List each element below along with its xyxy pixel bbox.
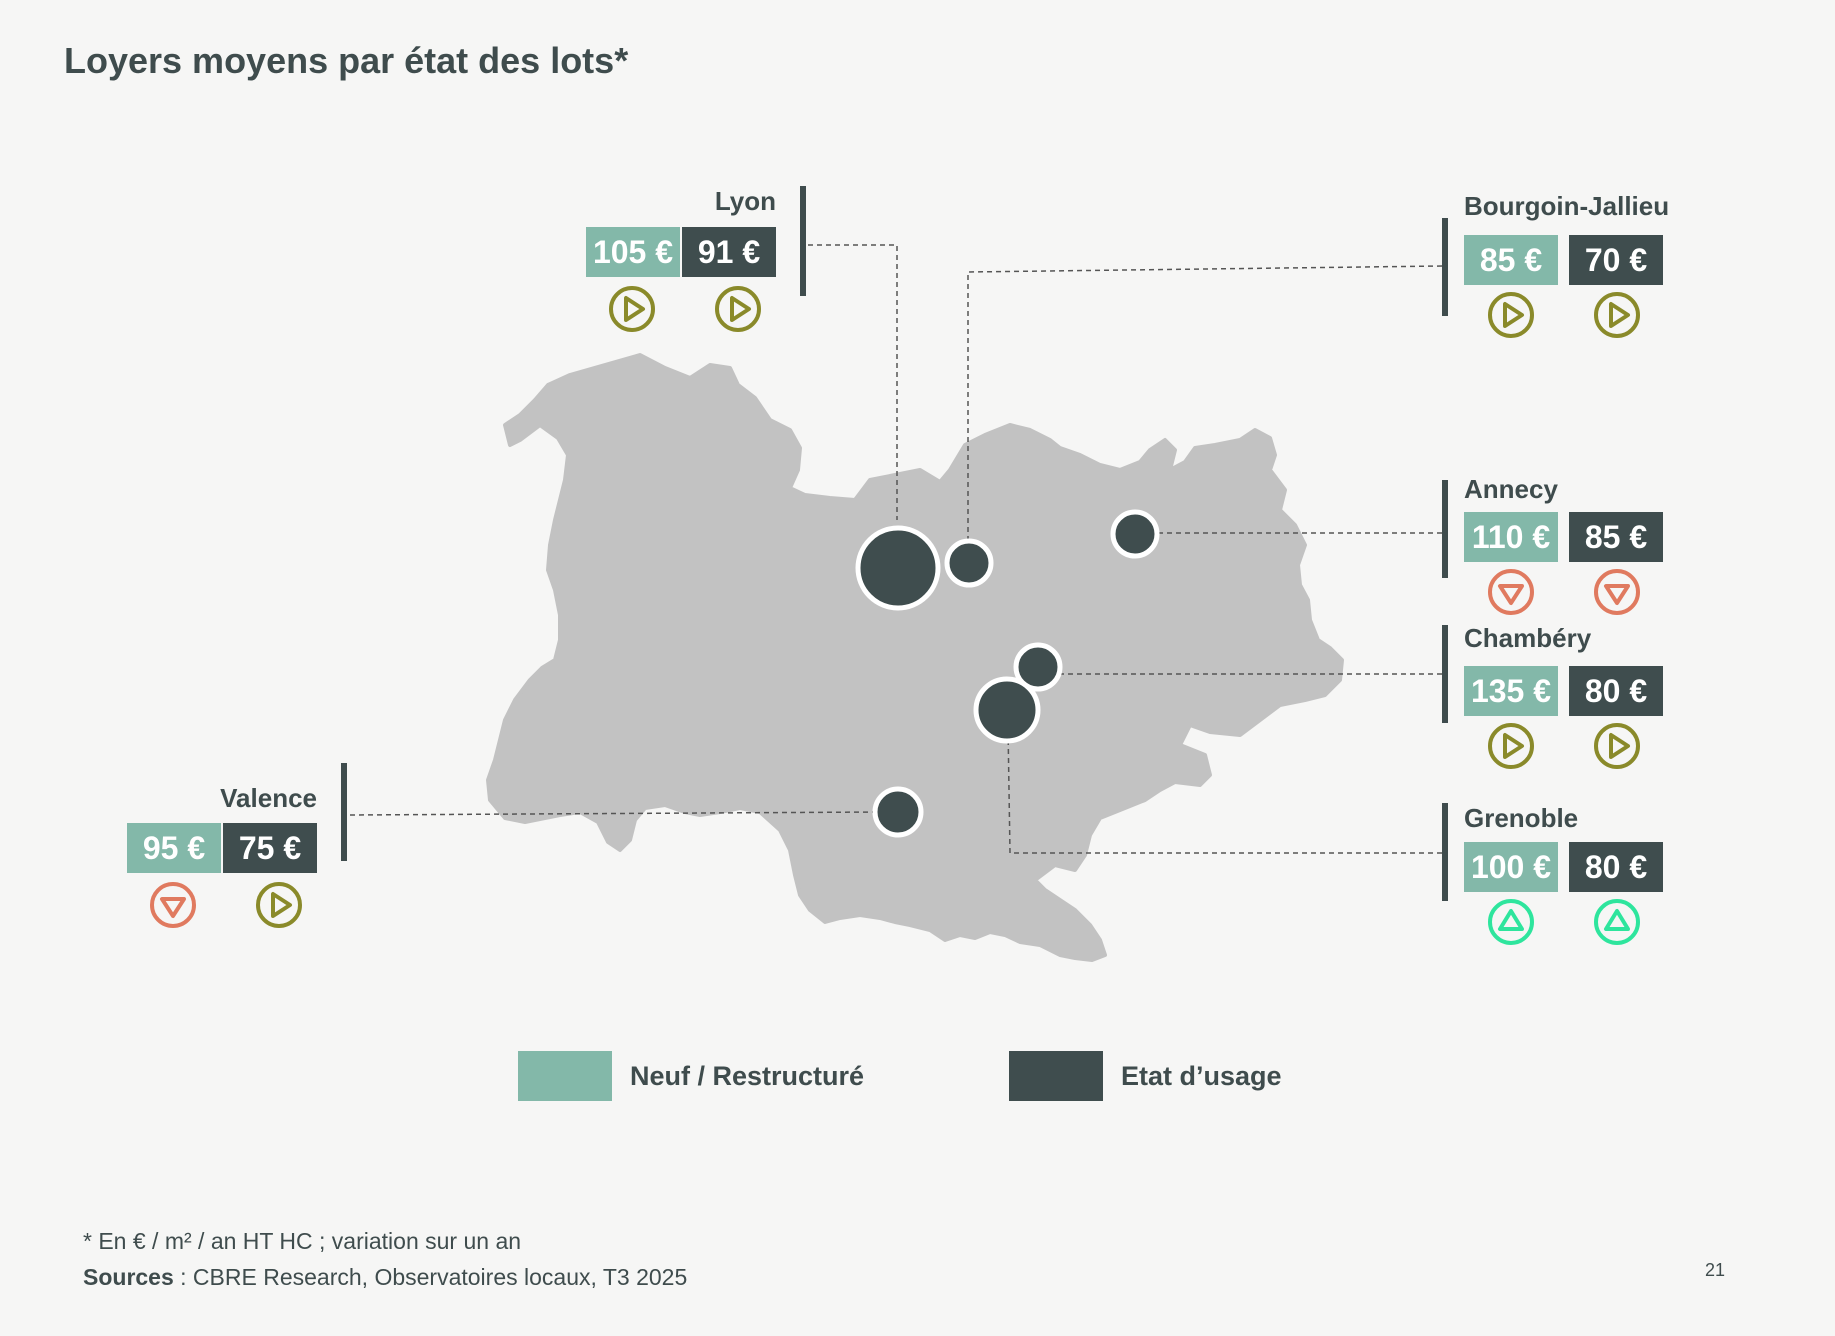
city-name: Lyon [714,186,776,216]
city-name: Valence [220,783,317,813]
price-usage: 91 € [682,227,776,277]
trend-down-icon [150,882,196,928]
trend-stable-icon [256,882,302,928]
legend-label-usage: Etat d’usage [1121,1060,1282,1091]
sources-label: Sources [83,1264,174,1290]
legend-label-neuf: Neuf / Restructuré [630,1060,865,1091]
marker-grenoble [973,676,1041,744]
marker-valence [872,786,924,838]
marker-lyon [855,525,941,611]
price-neuf: 100 € [1464,842,1558,892]
price-neuf: 110 € [1464,512,1558,562]
price-usage: 75 € [223,823,317,873]
city-bar [1442,218,1448,316]
trend-up-icon [1594,899,1640,945]
city-name: Annecy [1464,474,1558,504]
city-bar [800,186,806,296]
footnote: * En € / m² / an HT HC ; variation sur u… [83,1228,522,1254]
trend-up-icon [1488,899,1534,945]
city-lyon: Lyon 105 € 91 € [552,186,806,346]
city-valence: Valence 95 € 75 € [95,763,347,928]
trend-stable-icon [1594,292,1640,338]
city-name: Bourgoin-Jallieu [1464,191,1670,221]
marker-annecy [1110,509,1160,559]
price-usage: 80 € [1569,842,1663,892]
city-name: Chambéry [1464,623,1592,653]
city-grenoble: Grenoble 100 € 80 € [1442,803,1722,963]
leader-lines [349,244,1443,854]
page-title: Loyers moyens par état des lots* [64,40,629,81]
marker-chambery [1013,642,1063,692]
trend-stable-icon [1488,723,1534,769]
city-bar [1442,803,1448,901]
city-markers [855,509,1160,838]
legend-swatch-neuf [518,1051,612,1101]
price-usage: 80 € [1569,666,1663,716]
sources-text: : CBRE Research, Observatoires locaux, T… [173,1264,688,1290]
legend-swatch-usage [1009,1051,1103,1101]
trend-down-icon [1594,569,1640,615]
price-neuf: 95 € [127,823,221,873]
price-usage: 70 € [1569,235,1663,285]
legend-usage: Etat d’usage [1009,1051,1282,1101]
price-neuf: 85 € [1464,235,1558,285]
city-bar [1442,480,1448,578]
city-bourgoin-jallieu: Bourgoin-Jallieu 85 € 70 € [1442,191,1722,378]
trend-down-icon [1488,569,1534,615]
city-bar [341,763,347,861]
trend-stable-icon [609,286,655,332]
city-annecy: Annecy 110 € 85 € [1442,474,1722,640]
city-bar [1442,625,1448,723]
trend-stable-icon [715,286,761,332]
page-number: 21 [1705,1260,1726,1280]
city-name: Grenoble [1464,803,1579,833]
trend-stable-icon [1594,723,1640,769]
marker-bourgoin-jallieu [944,538,994,588]
city-chambery: Chambéry 135 € 80 € [1442,623,1722,785]
price-neuf: 105 € [586,227,680,277]
legend-neuf: Neuf / Restructuré [518,1051,864,1101]
region-shape [486,353,1344,962]
price-usage: 85 € [1569,512,1663,562]
sources: Sources : CBRE Research, Observatoires l… [83,1264,687,1291]
trend-stable-icon [1488,292,1534,338]
price-neuf: 135 € [1464,666,1558,716]
